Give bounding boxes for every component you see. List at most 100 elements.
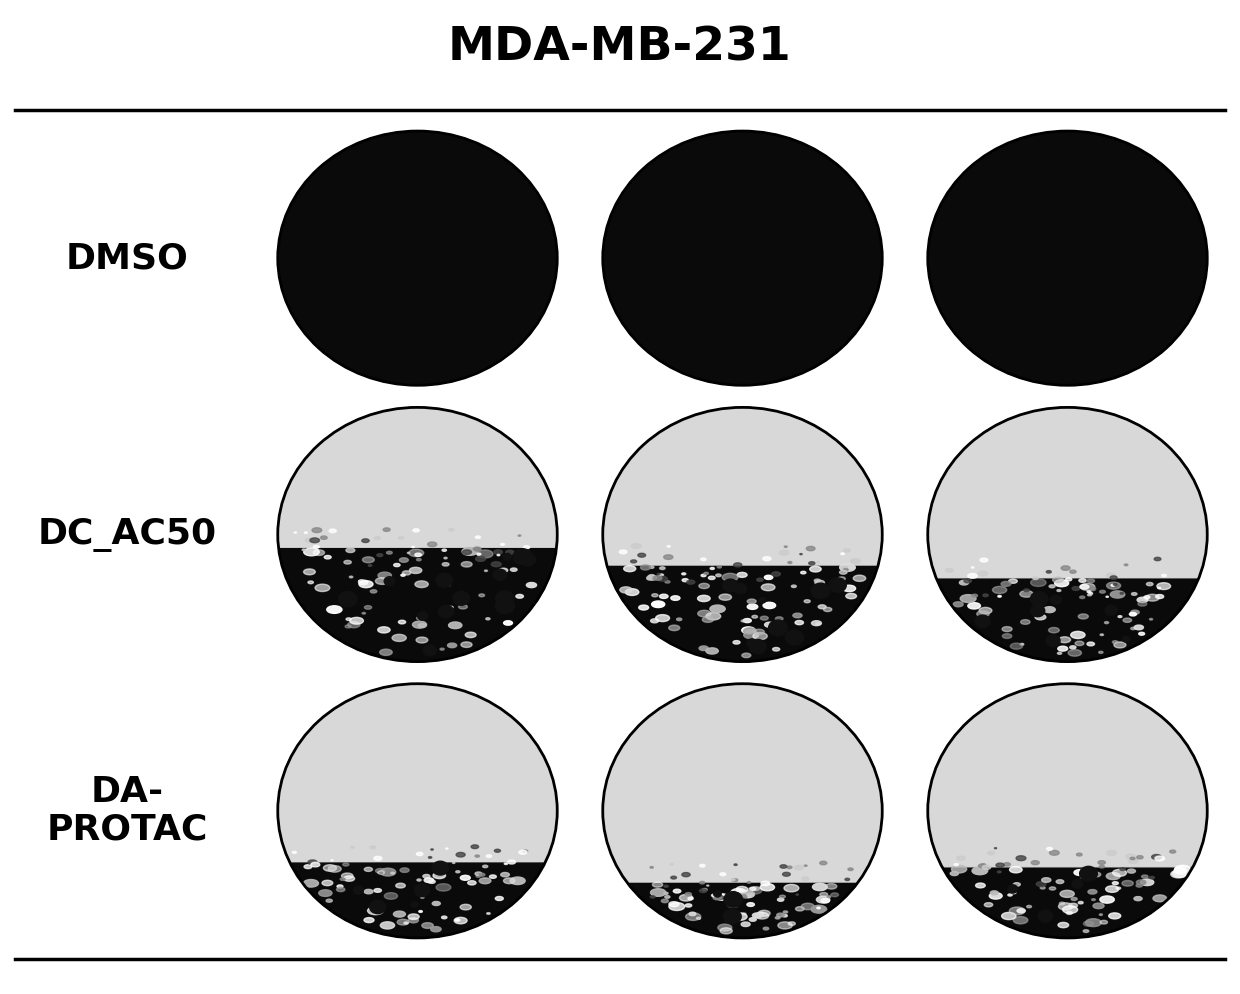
Ellipse shape — [792, 613, 802, 618]
Ellipse shape — [429, 857, 432, 858]
Ellipse shape — [412, 547, 414, 548]
Ellipse shape — [419, 911, 423, 912]
Ellipse shape — [657, 574, 660, 575]
Text: DMSO: DMSO — [66, 242, 188, 275]
Ellipse shape — [748, 887, 761, 894]
Ellipse shape — [795, 865, 804, 870]
Ellipse shape — [1076, 853, 1083, 856]
Ellipse shape — [507, 860, 516, 864]
Ellipse shape — [370, 846, 376, 849]
Ellipse shape — [749, 917, 756, 921]
Ellipse shape — [362, 539, 370, 543]
Ellipse shape — [646, 578, 652, 580]
Ellipse shape — [408, 917, 418, 922]
Ellipse shape — [1128, 859, 1138, 864]
Ellipse shape — [978, 572, 988, 576]
Ellipse shape — [368, 565, 372, 567]
Ellipse shape — [1106, 574, 1116, 578]
Ellipse shape — [853, 576, 866, 581]
Ellipse shape — [1059, 903, 1073, 910]
Ellipse shape — [707, 885, 709, 886]
Ellipse shape — [761, 583, 775, 590]
Ellipse shape — [960, 594, 976, 602]
Ellipse shape — [972, 594, 977, 597]
Ellipse shape — [806, 547, 815, 551]
Ellipse shape — [376, 578, 389, 584]
Ellipse shape — [1037, 882, 1047, 887]
Ellipse shape — [841, 553, 844, 555]
Ellipse shape — [789, 921, 795, 925]
Ellipse shape — [1059, 637, 1070, 643]
Ellipse shape — [1126, 854, 1136, 859]
Ellipse shape — [506, 551, 515, 555]
Ellipse shape — [846, 593, 857, 598]
Ellipse shape — [1049, 851, 1059, 855]
Text: DA-
PROTAC: DA- PROTAC — [47, 775, 208, 846]
Ellipse shape — [698, 595, 711, 601]
Ellipse shape — [780, 865, 787, 868]
Ellipse shape — [758, 912, 764, 914]
Ellipse shape — [391, 872, 394, 874]
Ellipse shape — [671, 876, 677, 879]
Ellipse shape — [734, 583, 746, 593]
Ellipse shape — [746, 639, 756, 647]
Ellipse shape — [1049, 584, 1055, 587]
Ellipse shape — [657, 577, 667, 581]
Ellipse shape — [686, 904, 692, 908]
Ellipse shape — [748, 604, 758, 609]
Ellipse shape — [795, 620, 804, 624]
Ellipse shape — [404, 922, 408, 924]
Ellipse shape — [631, 560, 636, 563]
Ellipse shape — [760, 616, 769, 620]
Ellipse shape — [446, 584, 450, 586]
Ellipse shape — [787, 562, 792, 564]
Ellipse shape — [505, 863, 507, 865]
Ellipse shape — [701, 575, 706, 577]
Ellipse shape — [449, 622, 461, 628]
Ellipse shape — [1087, 890, 1097, 894]
Ellipse shape — [1157, 582, 1171, 589]
Ellipse shape — [977, 610, 990, 617]
Ellipse shape — [1106, 851, 1116, 856]
Ellipse shape — [1146, 594, 1159, 601]
Ellipse shape — [796, 907, 805, 911]
Ellipse shape — [1091, 872, 1101, 877]
Ellipse shape — [668, 625, 680, 630]
Ellipse shape — [418, 623, 427, 627]
Ellipse shape — [475, 872, 482, 876]
Ellipse shape — [439, 605, 454, 617]
Ellipse shape — [1056, 589, 1061, 591]
Ellipse shape — [1127, 869, 1136, 873]
Ellipse shape — [816, 623, 820, 625]
Ellipse shape — [381, 921, 394, 929]
Ellipse shape — [454, 917, 467, 923]
Ellipse shape — [467, 881, 476, 885]
Ellipse shape — [720, 927, 733, 934]
Ellipse shape — [663, 886, 668, 888]
Ellipse shape — [417, 637, 428, 643]
Ellipse shape — [345, 625, 351, 628]
Ellipse shape — [1084, 921, 1094, 926]
Ellipse shape — [715, 894, 728, 901]
Ellipse shape — [742, 620, 745, 622]
Ellipse shape — [784, 885, 799, 892]
Ellipse shape — [474, 548, 481, 551]
Ellipse shape — [1019, 590, 1033, 597]
Ellipse shape — [706, 612, 720, 620]
Ellipse shape — [1105, 605, 1117, 615]
Ellipse shape — [740, 891, 755, 898]
Ellipse shape — [763, 557, 771, 561]
Ellipse shape — [434, 863, 441, 866]
Ellipse shape — [801, 572, 806, 574]
Ellipse shape — [631, 544, 641, 549]
Ellipse shape — [1012, 892, 1016, 894]
Ellipse shape — [1049, 627, 1059, 633]
Ellipse shape — [811, 906, 827, 913]
Ellipse shape — [378, 573, 392, 579]
Ellipse shape — [320, 536, 327, 540]
Ellipse shape — [1030, 579, 1047, 586]
Ellipse shape — [351, 846, 355, 848]
Ellipse shape — [423, 645, 436, 656]
Polygon shape — [603, 684, 882, 882]
Ellipse shape — [503, 620, 512, 625]
